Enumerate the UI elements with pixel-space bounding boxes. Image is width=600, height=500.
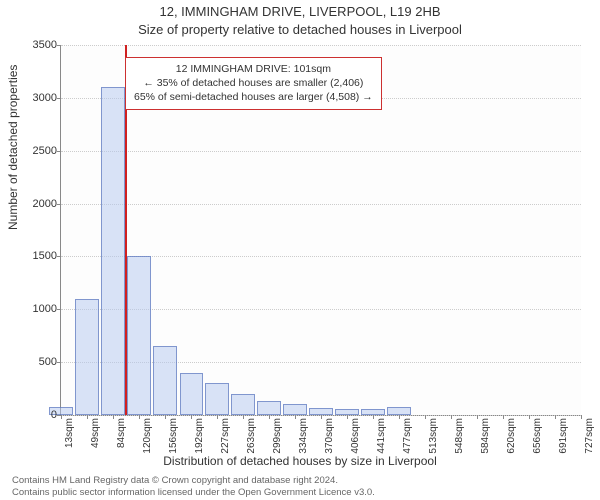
annotation-line2: ← 35% of detached houses are smaller (2,… xyxy=(134,76,373,90)
ytick-label: 1500 xyxy=(17,250,57,262)
bar xyxy=(205,383,229,415)
xtick-label: 656sqm xyxy=(532,418,543,454)
xtick-mark xyxy=(503,415,504,419)
xtick-mark xyxy=(451,415,452,419)
xtick-label: 406sqm xyxy=(350,418,361,454)
ytick-mark xyxy=(57,98,61,99)
ytick-label: 2000 xyxy=(17,198,57,210)
gridline xyxy=(61,45,581,46)
xtick-mark xyxy=(295,415,296,419)
ytick-mark xyxy=(57,151,61,152)
xtick-mark xyxy=(477,415,478,419)
xtick-label: 156sqm xyxy=(168,418,179,454)
xtick-mark xyxy=(425,415,426,419)
bar xyxy=(101,87,125,415)
xtick-label: 513sqm xyxy=(428,418,439,454)
xtick-label: 13sqm xyxy=(64,418,75,448)
footer-line2: Contains public sector information licen… xyxy=(12,487,375,498)
bar xyxy=(75,299,99,415)
xtick-label: 334sqm xyxy=(298,418,309,454)
xtick-label: 227sqm xyxy=(220,418,231,454)
xtick-mark xyxy=(555,415,556,419)
bar xyxy=(153,346,177,415)
xtick-mark xyxy=(113,415,114,419)
xtick-mark xyxy=(243,415,244,419)
ytick-label: 0 xyxy=(17,409,57,421)
xtick-label: 584sqm xyxy=(480,418,491,454)
xtick-mark xyxy=(165,415,166,419)
xtick-label: 120sqm xyxy=(142,418,153,454)
xtick-mark xyxy=(373,415,374,419)
gridline xyxy=(61,204,581,205)
xtick-label: 370sqm xyxy=(324,418,335,454)
ytick-mark xyxy=(57,204,61,205)
ytick-mark xyxy=(57,45,61,46)
xtick-label: 192sqm xyxy=(194,418,205,454)
bar xyxy=(180,373,204,415)
xtick-label: 727sqm xyxy=(584,418,595,454)
xtick-mark xyxy=(87,415,88,419)
bar xyxy=(283,404,307,415)
ytick-label: 2500 xyxy=(17,145,57,157)
bar xyxy=(309,408,333,415)
annotation-line1: 12 IMMINGHAM DRIVE: 101sqm xyxy=(134,62,373,76)
xtick-mark xyxy=(217,415,218,419)
bar xyxy=(127,256,151,415)
xtick-label: 548sqm xyxy=(454,418,465,454)
xtick-label: 299sqm xyxy=(272,418,283,454)
xtick-mark xyxy=(321,415,322,419)
xtick-mark xyxy=(399,415,400,419)
x-axis-label: Distribution of detached houses by size … xyxy=(0,454,600,468)
xtick-mark xyxy=(529,415,530,419)
bar xyxy=(231,394,255,415)
xtick-label: 620sqm xyxy=(506,418,517,454)
xtick-mark xyxy=(269,415,270,419)
ytick-label: 500 xyxy=(17,356,57,368)
xtick-mark xyxy=(139,415,140,419)
ytick-mark xyxy=(57,362,61,363)
chart-title-line1: 12, IMMINGHAM DRIVE, LIVERPOOL, L19 2HB xyxy=(0,4,600,19)
ytick-label: 3500 xyxy=(17,39,57,51)
xtick-mark xyxy=(191,415,192,419)
xtick-label: 691sqm xyxy=(558,418,569,454)
chart-title-line2: Size of property relative to detached ho… xyxy=(0,22,600,37)
ytick-mark xyxy=(57,309,61,310)
footer-line1: Contains HM Land Registry data © Crown c… xyxy=(12,475,338,486)
xtick-label: 84sqm xyxy=(116,418,127,448)
bar xyxy=(387,407,411,415)
ytick-label: 3000 xyxy=(17,92,57,104)
annotation-line3: 65% of semi-detached houses are larger (… xyxy=(134,90,373,104)
xtick-mark xyxy=(61,415,62,419)
chart-container: 12, IMMINGHAM DRIVE, LIVERPOOL, L19 2HB … xyxy=(0,0,600,500)
ytick-mark xyxy=(57,256,61,257)
ytick-label: 1000 xyxy=(17,303,57,315)
xtick-label: 263sqm xyxy=(246,418,257,454)
annotation-box: 12 IMMINGHAM DRIVE: 101sqm ← 35% of deta… xyxy=(125,57,382,110)
bar xyxy=(257,401,281,415)
gridline xyxy=(61,151,581,152)
xtick-label: 477sqm xyxy=(402,418,413,454)
xtick-label: 441sqm xyxy=(376,418,387,454)
xtick-mark xyxy=(581,415,582,419)
xtick-label: 49sqm xyxy=(90,418,101,448)
xtick-mark xyxy=(347,415,348,419)
